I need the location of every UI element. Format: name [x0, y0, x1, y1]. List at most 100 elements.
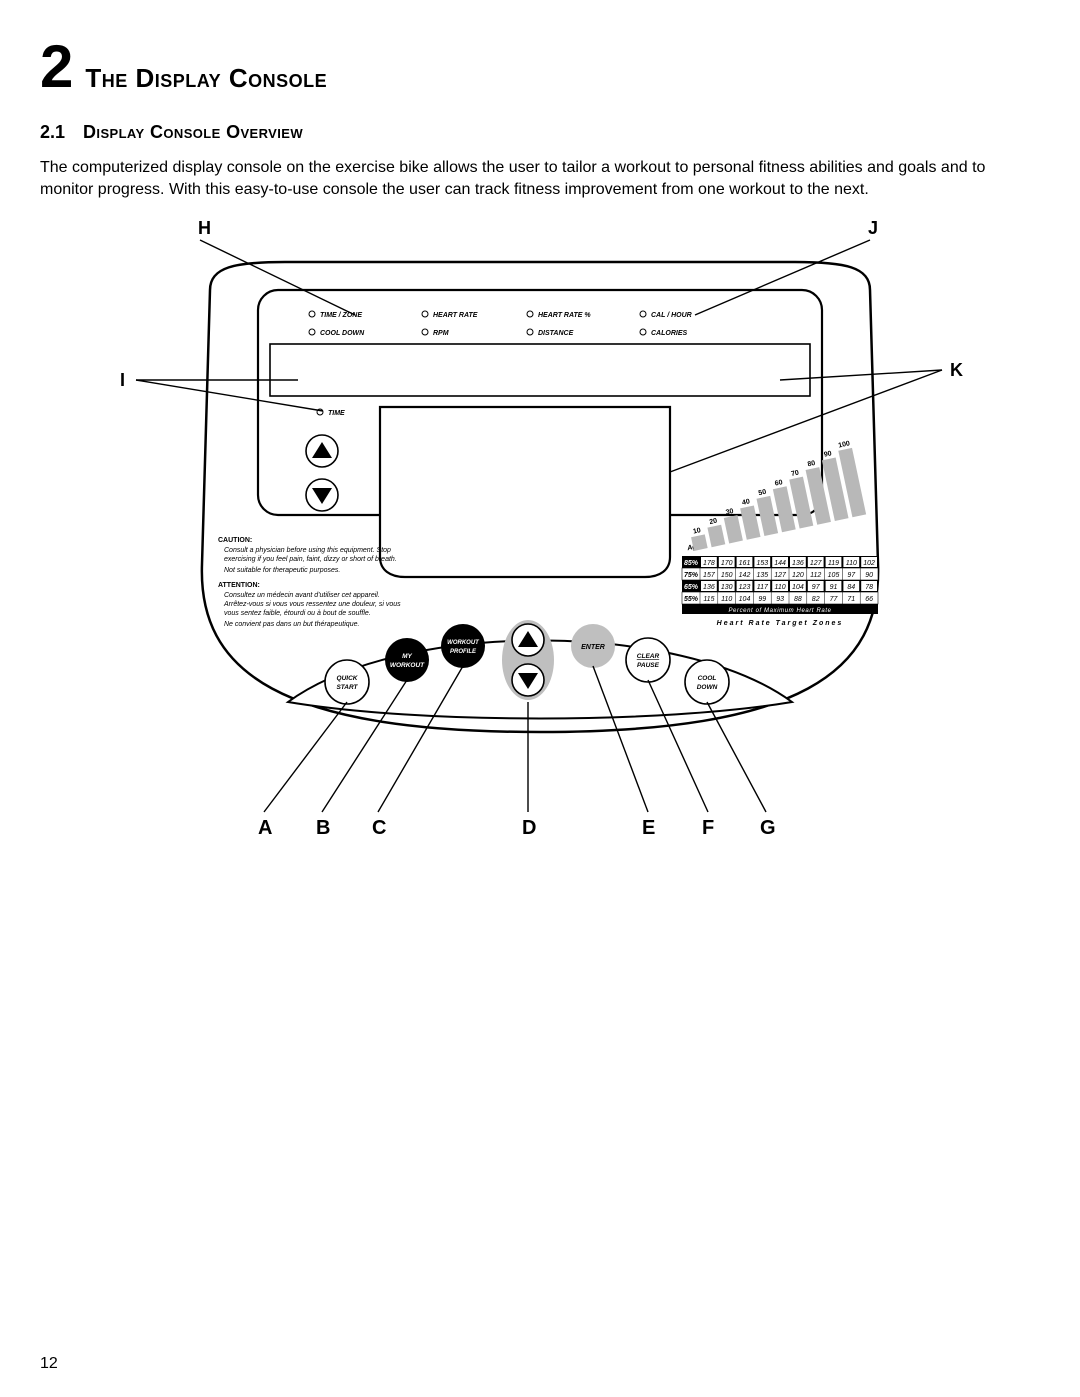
hr-cell: 178 — [703, 560, 715, 567]
hr-cell: 150 — [721, 572, 733, 579]
indicator-distance: DISTANCE — [538, 330, 574, 337]
cool-down-button[interactable]: COOL DOWN — [685, 660, 729, 704]
hr-cell: 157 — [703, 572, 716, 579]
hr-cell: 153 — [756, 560, 768, 567]
indicator-cal-hour: CAL / HOUR — [651, 312, 692, 319]
caution-fr-4: Ne convient pas dans un but thérapeutiqu… — [224, 621, 359, 628]
callout-I: I — [120, 370, 125, 390]
svg-text:PROFILE: PROFILE — [450, 649, 477, 655]
callout-C: C — [372, 817, 386, 839]
section-number: 2.1 — [40, 122, 65, 143]
enter-button[interactable]: ENTER — [571, 624, 615, 668]
hr-cell: 104 — [739, 596, 751, 603]
callout-B: B — [316, 817, 330, 839]
hr-cell: 119 — [828, 560, 839, 567]
hr-row-pct: 75% — [684, 572, 699, 579]
hr-cell: 135 — [756, 572, 768, 579]
section-title: Display Console Overview — [83, 122, 303, 143]
console-diagram: TIME / ZONE HEART RATE HEART RATE % CAL … — [100, 212, 980, 852]
hr-row-pct: 65% — [684, 584, 699, 591]
my-workout-button[interactable]: MY WORKOUT — [385, 638, 429, 682]
hr-cell: 93 — [776, 596, 784, 603]
callout-K: K — [950, 360, 963, 380]
caution-fr-2: Arrêtez-vous si vous vous ressentez une … — [223, 601, 401, 608]
callout-E: E — [642, 817, 655, 839]
age-bar — [691, 535, 708, 552]
indicator-heart-rate: HEART RATE — [433, 312, 478, 319]
indicator-time-zone: TIME / ZONE — [320, 312, 362, 319]
callout-G: G — [760, 817, 776, 839]
hr-cell: 136 — [792, 560, 804, 567]
hr-cell: 144 — [774, 560, 786, 567]
hr-row-pct: 55% — [684, 596, 699, 603]
callout-H: H — [198, 218, 211, 238]
svg-text:WORKOUT: WORKOUT — [447, 640, 480, 646]
svg-text:DOWN: DOWN — [697, 684, 718, 691]
caution-en-1: Consult a physician before using this eq… — [224, 547, 391, 554]
hr-cell: 104 — [792, 584, 804, 591]
hr-cell: 120 — [792, 572, 804, 579]
hr-cell: 130 — [721, 584, 733, 591]
page-number: 12 — [40, 1355, 58, 1373]
hr-cell: 142 — [739, 572, 751, 579]
caution-fr-1: Consultez un médecin avant d'utiliser ce… — [224, 592, 380, 599]
hr-cell: 91 — [830, 584, 838, 591]
hr-cell: 102 — [863, 560, 875, 567]
hr-cell: 161 — [739, 560, 751, 567]
hr-cell: 127 — [774, 572, 787, 579]
clear-pause-button[interactable]: CLEAR PAUSE — [626, 638, 670, 682]
svg-text:START: START — [336, 684, 358, 691]
hr-cell: 66 — [865, 596, 873, 603]
hr-cell: 99 — [758, 596, 766, 603]
hr-cell: 117 — [757, 584, 769, 591]
body-paragraph: The computerized display console on the … — [40, 157, 1040, 200]
chapter-heading: 2 The Display Console — [40, 40, 1040, 94]
alphanumeric-window — [270, 344, 810, 396]
svg-text:PAUSE: PAUSE — [637, 662, 660, 669]
svg-text:QUICK: QUICK — [337, 675, 359, 682]
hr-cell: 110 — [721, 596, 732, 603]
hr-cell: 77 — [830, 596, 839, 603]
hr-bar-label: Percent of Maximum Heart Rate — [728, 608, 831, 614]
indicator-heart-rate-pct: HEART RATE % — [538, 312, 591, 319]
chapter-number: 2 — [40, 40, 73, 94]
hr-cell: 90 — [865, 572, 873, 579]
section-heading: 2.1 Display Console Overview — [40, 122, 1040, 143]
hr-cell: 123 — [739, 584, 751, 591]
quick-start-button[interactable]: QUICK START — [325, 660, 369, 704]
caution-en-3: Not suitable for therapeutic purposes. — [224, 567, 340, 574]
hr-cell: 110 — [775, 584, 786, 591]
caution-fr-3: vous sentez faible, étourdi ou à bout de… — [224, 610, 371, 617]
hr-cell: 170 — [721, 560, 733, 567]
profile-window — [380, 407, 670, 577]
workout-profile-button[interactable]: WORKOUT PROFILE — [441, 624, 485, 668]
hr-cell: 88 — [794, 596, 802, 603]
hr-cell: 127 — [810, 560, 823, 567]
indicator-calories: CALORIES — [651, 330, 688, 337]
callout-J: J — [868, 218, 878, 238]
center-arrows[interactable] — [502, 620, 554, 700]
callout-F: F — [702, 817, 714, 839]
hr-cell: 97 — [812, 584, 821, 591]
hr-cell: 110 — [846, 560, 857, 567]
caution-title-en: CAUTION: — [218, 537, 252, 544]
hr-cell: 115 — [703, 596, 714, 603]
callout-A: A — [258, 817, 272, 839]
svg-text:CLEAR: CLEAR — [637, 653, 660, 660]
svg-text:ENTER: ENTER — [581, 644, 605, 651]
hr-cell: 112 — [810, 572, 821, 579]
console-svg: TIME / ZONE HEART RATE HEART RATE % CAL … — [100, 212, 980, 852]
hr-cell: 84 — [847, 584, 855, 591]
hr-cell: 105 — [828, 572, 840, 579]
caution-en-2: exercising if you feel pain, faint, dizz… — [224, 556, 397, 563]
chapter-title: The Display Console — [85, 63, 327, 94]
callout-D: D — [522, 817, 536, 839]
hr-row-pct: 85% — [684, 560, 699, 567]
caution-title-fr: ATTENTION: — [218, 582, 260, 589]
svg-text:COOL: COOL — [698, 675, 717, 682]
hr-cell: 82 — [812, 596, 820, 603]
page: 2 The Display Console 2.1 Display Consol… — [0, 0, 1080, 1397]
time-indicator-label: TIME — [328, 410, 345, 417]
indicator-rpm: RPM — [433, 330, 449, 337]
svg-text:WORKOUT: WORKOUT — [390, 662, 425, 669]
